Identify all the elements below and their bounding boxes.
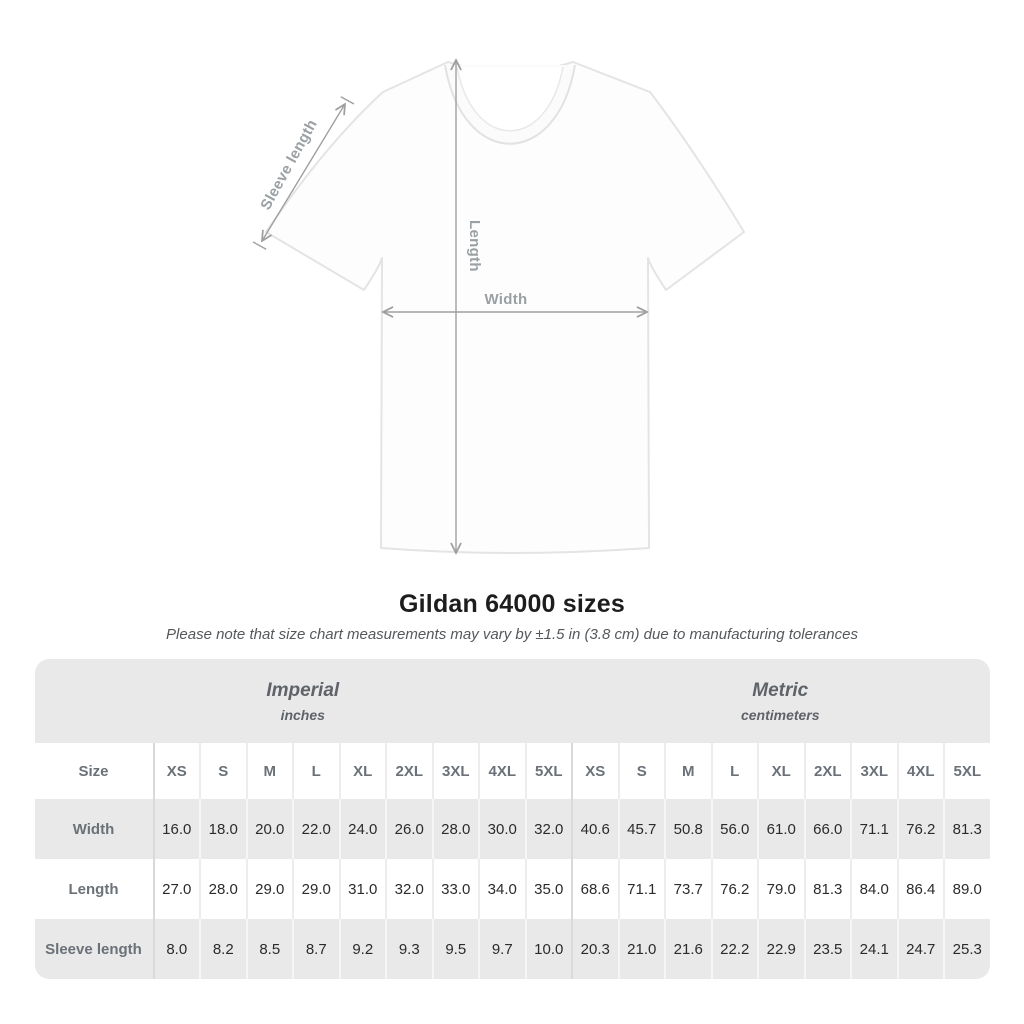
value-cell: 71.1: [850, 799, 897, 859]
size-header: L: [710, 743, 758, 799]
size-header: L: [292, 743, 339, 799]
size-header: 3XL: [431, 743, 479, 799]
size-header-row: Size XS S M L XL 2XL 3XL 4XL 5XL XS S M …: [34, 743, 990, 799]
value-cell: 16.0: [152, 799, 200, 859]
width-arrow: Width: [383, 291, 647, 312]
metric-group-header: Metric centimeters: [571, 659, 990, 743]
size-header: 2XL: [385, 743, 432, 799]
value-cell: 10.0: [524, 919, 572, 979]
size-header: XS: [571, 743, 618, 799]
size-header: 4XL: [478, 743, 525, 799]
row-label: Width: [72, 820, 115, 838]
value-cell: 27.0: [152, 859, 200, 919]
metric-group-unit: centimeters: [740, 706, 820, 723]
value-cell: 8.2: [199, 919, 246, 979]
value-cell: 9.7: [478, 919, 525, 979]
value-cell: 61.0: [757, 799, 804, 859]
value-cell: 25.3: [943, 919, 990, 979]
value-cell: 71.1: [617, 859, 665, 919]
value-cell: 22.2: [710, 919, 758, 979]
width-label: Width: [484, 291, 527, 308]
size-header: M: [664, 743, 711, 799]
value-cell: 50.8: [664, 799, 711, 859]
row-label: Sleeve length: [45, 940, 142, 958]
tshirt-measurement-diagram: Length Width Sleeve length: [252, 0, 745, 580]
row-label: Length: [68, 880, 119, 898]
page-title: Gildan 64000 sizes: [399, 590, 625, 618]
value-cell: 68.6: [571, 859, 618, 919]
value-cell: 31.0: [338, 859, 386, 919]
value-cell: 23.5: [803, 919, 851, 979]
size-header: M: [245, 743, 293, 799]
size-chart-table: Imperial inches Metric centimeters Size …: [34, 659, 990, 979]
value-cell: 21.6: [664, 919, 711, 979]
length-label: Length: [466, 220, 483, 272]
page-subtitle: Please note that size chart measurements…: [166, 626, 858, 643]
value-cell: 29.0: [292, 859, 339, 919]
value-cell: 20.0: [245, 799, 293, 859]
value-cell: 24.7: [896, 919, 944, 979]
size-header: XS: [152, 743, 200, 799]
value-cell: 26.0: [385, 799, 432, 859]
value-cell: 76.2: [896, 799, 944, 859]
imperial-group-unit: inches: [280, 706, 325, 723]
unit-group-header-row: Imperial inches Metric centimeters: [34, 659, 990, 743]
value-cell: 86.4: [896, 859, 944, 919]
value-cell: 73.7: [664, 859, 711, 919]
value-cell: 32.0: [385, 859, 432, 919]
value-cell: 40.6: [571, 799, 618, 859]
value-cell: 89.0: [943, 859, 990, 919]
value-cell: 8.5: [245, 919, 293, 979]
value-cell: 9.5: [431, 919, 479, 979]
size-header: S: [199, 743, 246, 799]
value-cell: 28.0: [199, 859, 246, 919]
value-cell: 84.0: [850, 859, 897, 919]
value-cell: 9.3: [385, 919, 432, 979]
value-cell: 79.0: [757, 859, 804, 919]
value-cell: 24.1: [850, 919, 897, 979]
value-cell: 33.0: [431, 859, 479, 919]
value-cell: 81.3: [803, 859, 851, 919]
size-header: XL: [338, 743, 386, 799]
size-header: 5XL: [524, 743, 572, 799]
size-header: XL: [757, 743, 804, 799]
value-cell: 24.0: [338, 799, 386, 859]
value-cell: 34.0: [478, 859, 525, 919]
value-cell: 20.3: [571, 919, 618, 979]
size-header: S: [617, 743, 665, 799]
value-cell: 21.0: [617, 919, 665, 979]
value-cell: 22.0: [292, 799, 339, 859]
value-cell: 32.0: [524, 799, 572, 859]
imperial-group-header: Imperial inches: [34, 659, 571, 743]
size-column-header: Size: [78, 762, 109, 780]
value-cell: 8.0: [152, 919, 200, 979]
metric-group-name: Metric: [752, 679, 809, 701]
tshirt-illustration: Length Width Sleeve length: [252, 40, 745, 580]
width-row: Width 16.0 18.0 20.0 22.0 24.0 26.0 28.0…: [34, 799, 990, 859]
value-cell: 18.0: [199, 799, 246, 859]
value-cell: 29.0: [245, 859, 293, 919]
value-cell: 81.3: [943, 799, 990, 859]
value-cell: 45.7: [617, 799, 665, 859]
imperial-group-name: Imperial: [266, 679, 340, 701]
size-header: 2XL: [803, 743, 851, 799]
value-cell: 56.0: [710, 799, 758, 859]
value-cell: 66.0: [803, 799, 851, 859]
value-cell: 28.0: [431, 799, 479, 859]
size-header: 4XL: [896, 743, 944, 799]
value-cell: 30.0: [478, 799, 525, 859]
value-cell: 35.0: [524, 859, 572, 919]
value-cell: 8.7: [292, 919, 339, 979]
size-header: 3XL: [850, 743, 897, 799]
value-cell: 22.9: [757, 919, 804, 979]
length-row: Length 27.0 28.0 29.0 29.0 31.0 32.0 33.…: [34, 859, 990, 919]
value-cell: 9.2: [338, 919, 386, 979]
size-header: 5XL: [943, 743, 990, 799]
sleeve-length-row: Sleeve length 8.0 8.2 8.5 8.7 9.2 9.3 9.…: [34, 919, 990, 979]
value-cell: 76.2: [710, 859, 758, 919]
